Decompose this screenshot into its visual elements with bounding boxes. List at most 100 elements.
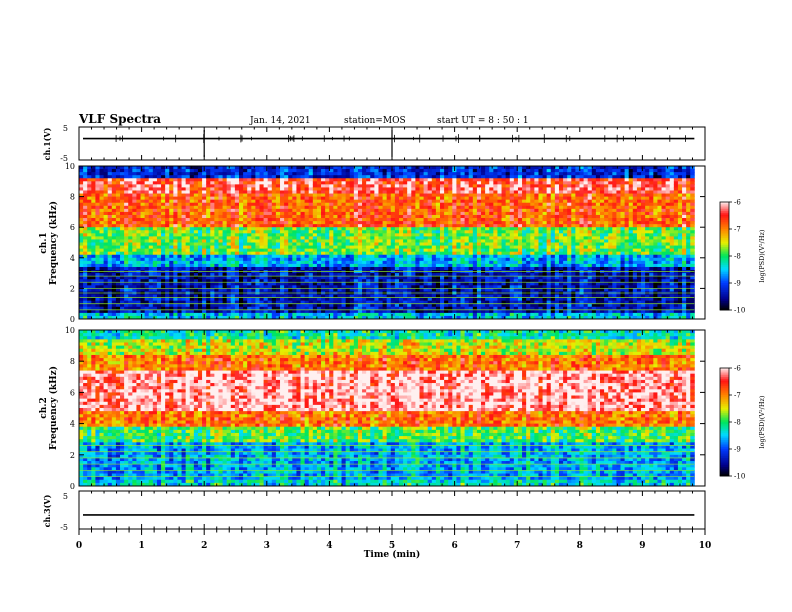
ch1-spectrogram-cell (136, 178, 141, 182)
ch1-spectrogram-cell (156, 263, 162, 268)
ch1-spectrogram-cell (83, 306, 88, 311)
ch1-spectrogram-cell (378, 279, 383, 283)
ch1-spectrogram-cell (202, 273, 207, 277)
ch1-spectrogram-cell (280, 285, 285, 289)
ch1-spectrogram-cell (308, 254, 314, 259)
ch1-spectrogram-cell (148, 276, 154, 280)
ch1-spectrogram-cell (448, 294, 453, 298)
ch1-spectrogram-cell (386, 306, 392, 311)
ch1-spectrogram-cell (136, 251, 141, 256)
ch1-spectrogram-cell (91, 263, 96, 268)
ch1-spectrogram-cell (403, 236, 408, 240)
ch1-spectrogram-cell (411, 175, 416, 179)
ch1-spectrogram-cell (464, 285, 470, 289)
ch1-spectrogram-cell (132, 172, 137, 176)
ch1-spectrogram-cell (152, 233, 158, 237)
ch1-spectrogram-cell (120, 288, 125, 292)
ch1-spectrogram-cell (288, 282, 293, 286)
ch1-spectrogram-cell (140, 193, 146, 197)
ch1-spectrogram-cell (107, 279, 113, 283)
ch1-spectrogram-cell (370, 218, 375, 222)
ch1-spectrogram-cell (333, 214, 338, 219)
ch1-spectrogram-cell (431, 187, 437, 191)
ch1-spectrogram-cell (316, 208, 322, 213)
ch1-spectrogram-cell (366, 236, 371, 240)
ch1-spectrogram-cell (382, 190, 388, 194)
ch1-spectrogram-cell (284, 266, 289, 271)
ch1-spectrogram-cell (243, 260, 248, 265)
ch1-spectrogram-cell (329, 309, 334, 314)
ch1-spectrogram-cell (103, 279, 109, 283)
ch1-spectrogram-cell (259, 196, 265, 201)
ch1-spectrogram-cell (325, 297, 330, 302)
ch1-spectrogram-cell (259, 214, 265, 219)
ch1-spectrogram-cell (481, 184, 486, 188)
ch1-spectrogram-cell (79, 227, 84, 231)
ch1-spectrogram-cell (386, 294, 392, 298)
ch1-spectrogram-cell (107, 245, 113, 250)
ch1-spectrogram-cell (103, 282, 109, 286)
ch1-spectrogram-cell (337, 266, 342, 271)
ch1-spectrogram-cell (321, 169, 326, 173)
ch1-spectrogram-cell (440, 233, 445, 237)
ch1-spectrogram-cell (251, 300, 256, 305)
ch1-spectrogram-cell (259, 202, 265, 207)
ch1-spectrogram-cell (280, 169, 285, 173)
ch1-spectrogram-cell (378, 303, 383, 308)
ch1-spectrogram-cell (403, 208, 408, 213)
ch1-spectrogram-cell (308, 245, 314, 250)
ch1-spectrogram-cell (124, 211, 129, 216)
header-station: station=MOS (344, 116, 406, 126)
ch1-spectrogram-cell (415, 282, 420, 286)
ch1-spectrogram-cell (99, 184, 105, 188)
ch1-spectrogram-cell (435, 218, 441, 222)
ch1-spectrogram-cell (341, 211, 347, 216)
ch1-spectrogram-cell (378, 309, 383, 314)
ch1-spectrogram-cell (218, 248, 223, 253)
ch1-spectrogram-cell (255, 279, 260, 283)
ch1-spectrogram-cell (357, 312, 363, 317)
ch1-spectrogram-cell (407, 236, 412, 240)
ch1-spectrogram-cell (173, 214, 178, 219)
ch1-spectrogram-cell (415, 260, 420, 265)
ch1-spectrogram-cell (161, 279, 166, 283)
ch1-spectrogram-cell (95, 245, 100, 250)
ch1-spectrogram-cell (148, 218, 154, 222)
ch1-spectrogram-cell (111, 211, 117, 216)
ch1-spectrogram-cell (452, 245, 457, 250)
ch1-spectrogram-cell (464, 196, 470, 201)
ch1-spectrogram-cell (423, 227, 429, 231)
ch1-spectrogram-cell (476, 309, 482, 314)
ch1-spectrogram-cell (169, 297, 174, 302)
ch1-spectrogram-cell (136, 184, 141, 188)
ch1-spectrogram-cell (476, 245, 482, 250)
ch1-spectrogram-cell (333, 196, 338, 201)
ch1-spectrogram-cell (476, 214, 482, 219)
ch1-spectrogram-cell (444, 242, 449, 246)
ch1-spectrogram-cell (181, 178, 187, 182)
ch1-spectrogram-cell (243, 205, 248, 210)
ch1-spectrogram-cell (247, 273, 252, 277)
ch1-spectrogram-cell (181, 166, 187, 170)
ch1-spectrogram-cell (345, 239, 351, 243)
ch1-spectrogram-cell (288, 175, 293, 179)
ch1-spectrogram-cell (91, 260, 96, 265)
ch1-spectrogram-cell (169, 254, 174, 259)
ch1-spectrogram-cell (321, 279, 326, 283)
ch1-spectrogram-cell (300, 218, 306, 222)
ch1-spectrogram-cell (181, 282, 187, 286)
ch1-spectrogram-cell (99, 181, 105, 185)
ch1-spectrogram-cell (329, 202, 334, 207)
ch1-spectrogram-cell (374, 196, 379, 201)
ch1-spectrogram-cell (452, 208, 457, 213)
ch1-spectrogram-cell (156, 227, 162, 231)
ch1-spectrogram-cell (464, 227, 470, 231)
ch1-spectrogram-cell (431, 263, 437, 268)
ch1-spectrogram-cell (214, 205, 219, 210)
ch1-spectrogram-cell (185, 239, 191, 243)
ch1-spectrogram-cell (111, 178, 117, 182)
ch1-spectrogram-cell (79, 300, 84, 305)
ch1-spectrogram-cell (341, 306, 347, 311)
ch1-spectrogram-cell (398, 233, 404, 237)
ch1-spectrogram-cell (275, 242, 281, 246)
